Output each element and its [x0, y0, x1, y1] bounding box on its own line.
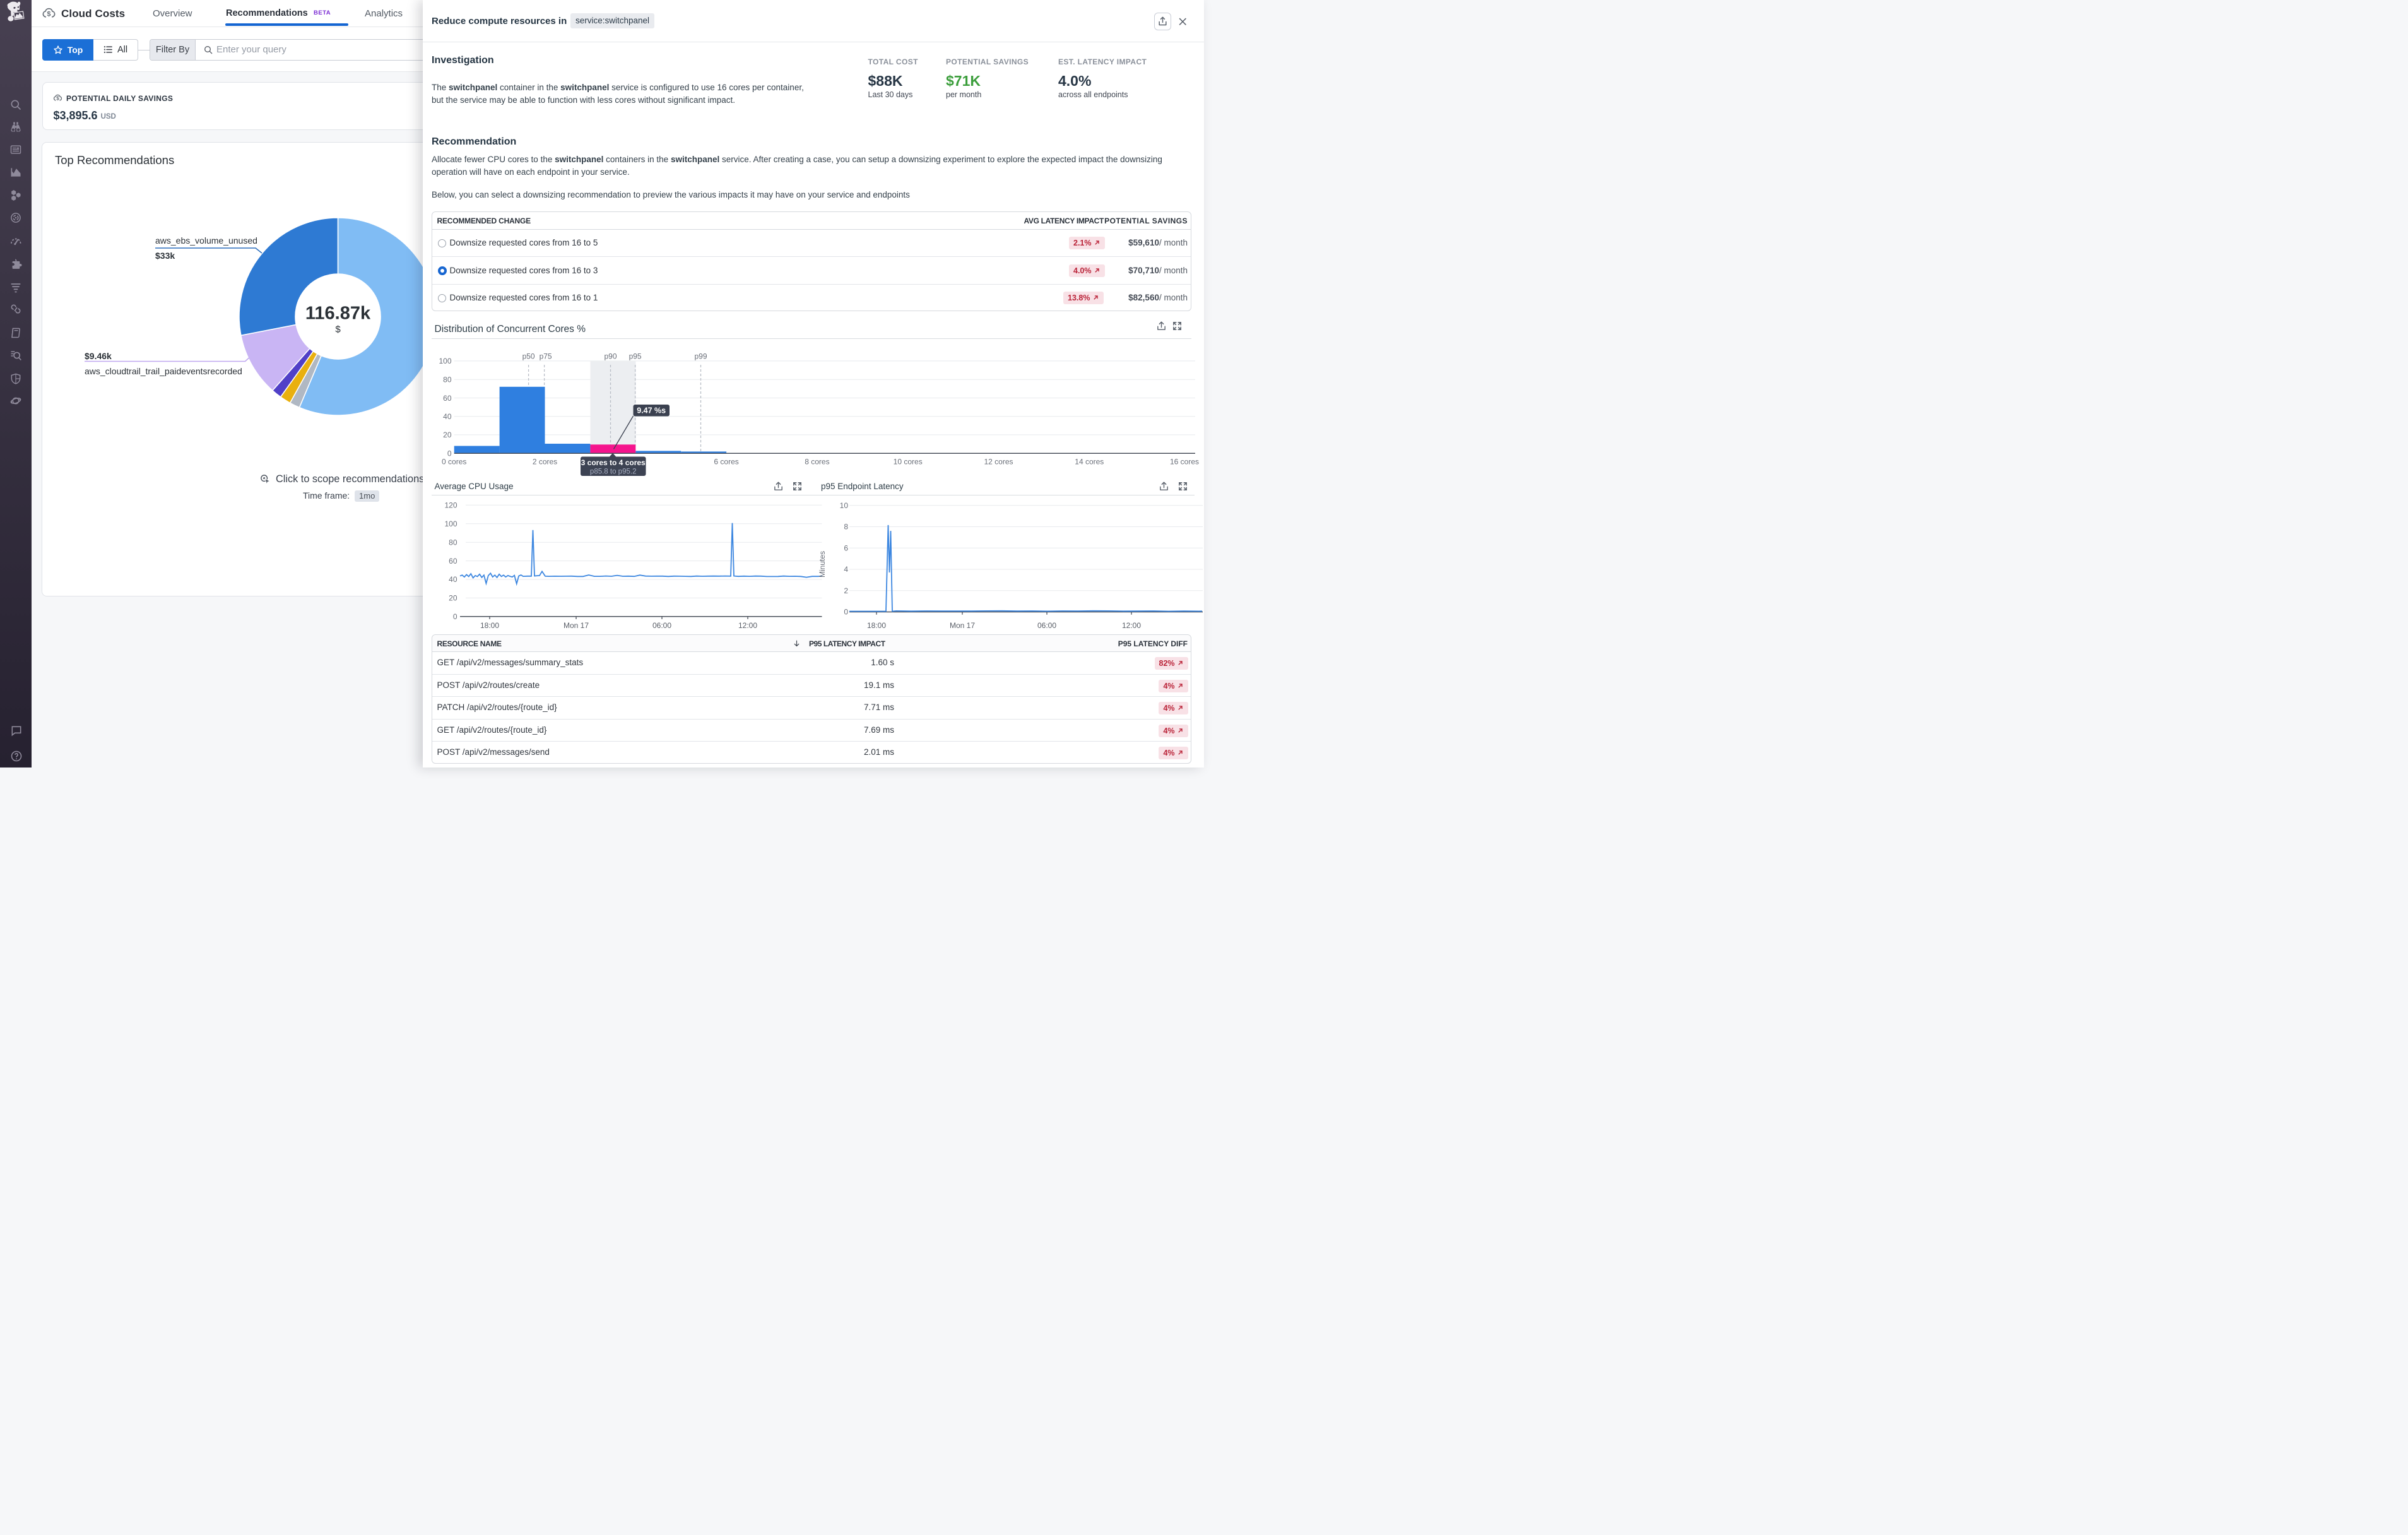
svg-text:2 cores: 2 cores [533, 458, 557, 466]
svg-text:0: 0 [453, 612, 457, 621]
svg-text:9.47 %s: 9.47 %s [637, 406, 666, 415]
svg-text:20: 20 [449, 594, 457, 603]
svg-text:p50: p50 [522, 352, 535, 361]
svg-text:6 cores: 6 cores [714, 458, 738, 466]
svg-text:14 cores: 14 cores [1075, 458, 1104, 466]
svg-text:p90: p90 [604, 352, 617, 361]
svg-text:80: 80 [443, 376, 452, 384]
svg-text:80: 80 [449, 538, 457, 547]
svg-text:8: 8 [844, 523, 848, 531]
svg-text:p99: p99 [694, 352, 707, 361]
svg-text:60: 60 [443, 394, 452, 403]
svg-text:16 cores: 16 cores [1170, 458, 1199, 466]
svg-text:2: 2 [844, 586, 848, 595]
svg-text:6: 6 [844, 544, 848, 553]
svg-text:18:00: 18:00 [867, 621, 886, 630]
svg-text:60: 60 [449, 557, 457, 566]
svg-text:100: 100 [444, 519, 457, 528]
svg-text:120: 120 [444, 501, 457, 510]
svg-text:3 cores to 4 cores: 3 cores to 4 cores [581, 458, 646, 467]
svg-text:10 cores: 10 cores [894, 458, 923, 466]
svg-text:12:00: 12:00 [1122, 621, 1141, 630]
svg-text:p95: p95 [629, 352, 642, 361]
svg-text:18:00: 18:00 [480, 621, 499, 630]
svg-text:40: 40 [449, 575, 457, 584]
svg-text:116.87k: 116.87k [305, 304, 371, 324]
svg-text:0: 0 [447, 449, 452, 458]
svg-text:40: 40 [443, 412, 452, 421]
svg-text:$: $ [47, 11, 50, 18]
svg-text:100: 100 [439, 357, 451, 365]
svg-text:12 cores: 12 cores [984, 458, 1013, 466]
svg-text:10: 10 [840, 501, 849, 510]
svg-text:Mon 17: Mon 17 [950, 621, 975, 630]
svg-text:4: 4 [844, 565, 848, 574]
svg-text:$: $ [335, 324, 341, 335]
svg-text:8 cores: 8 cores [805, 458, 829, 466]
svg-text:0: 0 [844, 608, 848, 617]
svg-text:12:00: 12:00 [738, 621, 757, 630]
svg-text:$: $ [56, 96, 59, 102]
svg-text:p75: p75 [540, 352, 552, 361]
svg-text:Minutes: Minutes [818, 551, 827, 578]
svg-text:20: 20 [443, 430, 452, 439]
svg-text:06:00: 06:00 [1037, 621, 1056, 630]
svg-text:p85.8 to p95.2: p85.8 to p95.2 [590, 468, 637, 475]
svg-text:06:00: 06:00 [652, 621, 671, 630]
svg-text:0 cores: 0 cores [442, 458, 466, 466]
svg-text:Mon 17: Mon 17 [564, 621, 589, 630]
